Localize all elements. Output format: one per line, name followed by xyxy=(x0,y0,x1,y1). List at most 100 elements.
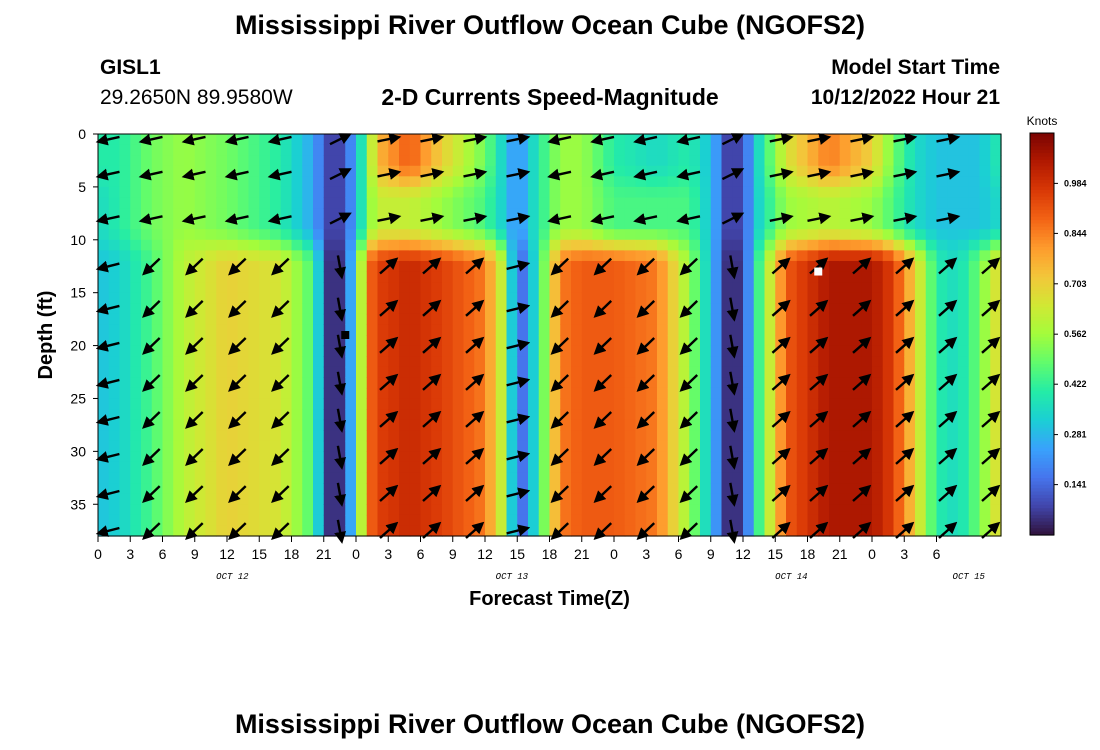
colorbar-segment xyxy=(1030,481,1054,486)
heatmap-cell xyxy=(764,239,776,251)
heatmap-cell xyxy=(689,186,701,199)
heatmap-cell xyxy=(624,356,637,368)
heatmap-cell xyxy=(603,324,615,336)
heatmap-cell xyxy=(796,451,809,463)
heatmap-cell xyxy=(313,282,325,294)
heatmap-cell xyxy=(646,387,658,400)
heatmap-cell xyxy=(603,208,615,220)
heatmap-cell xyxy=(485,409,497,421)
heatmap-cell xyxy=(538,229,551,241)
heatmap-cell xyxy=(657,271,669,283)
heatmap-cell xyxy=(667,165,680,177)
current-vector-arrow xyxy=(981,484,1001,502)
heatmap-cell xyxy=(915,324,927,336)
heatmap-cell xyxy=(614,165,626,177)
heatmap-cell xyxy=(592,208,604,220)
heatmap-cell xyxy=(452,134,465,146)
heatmap-cell xyxy=(743,356,755,368)
heatmap-cell xyxy=(592,176,604,188)
heatmap-cell xyxy=(753,250,766,262)
heatmap-cell xyxy=(968,483,981,495)
heatmap-cell xyxy=(108,525,121,537)
heatmap-cell xyxy=(130,472,142,484)
heatmap-cell xyxy=(603,292,615,304)
heatmap-cell xyxy=(796,440,809,452)
heatmap-cell xyxy=(721,155,733,167)
heatmap-cell xyxy=(538,366,551,378)
heatmap-cell xyxy=(775,176,787,188)
heatmap-cell xyxy=(270,239,282,251)
heatmap-cell xyxy=(764,176,776,188)
heatmap-cell xyxy=(528,229,540,241)
heatmap-cell xyxy=(130,134,142,146)
heatmap-cell xyxy=(936,176,948,188)
heatmap-cell xyxy=(506,483,518,495)
heatmap-cell xyxy=(98,186,110,199)
heatmap-cell xyxy=(861,229,873,241)
heatmap-cell xyxy=(743,409,755,421)
heatmap-cell xyxy=(259,186,271,199)
heatmap-cell xyxy=(431,250,443,262)
heatmap-cell xyxy=(818,324,830,336)
current-vector-arrow xyxy=(679,337,699,355)
heatmap-cell xyxy=(173,504,185,516)
current-vector-arrow xyxy=(850,212,875,225)
heatmap-cell xyxy=(829,186,841,199)
heatmap-cell xyxy=(667,271,680,283)
heatmap-cell xyxy=(248,356,260,368)
heatmap-cell xyxy=(227,409,239,421)
heatmap-cell xyxy=(270,229,282,241)
heatmap-cell xyxy=(710,472,723,484)
heatmap-cell xyxy=(796,239,809,251)
colorbar-segment xyxy=(1030,270,1054,275)
heatmap-cell xyxy=(786,472,798,484)
heatmap-cell xyxy=(495,387,508,400)
heatmap-cell xyxy=(377,155,389,167)
heatmap-cell xyxy=(399,483,411,495)
heatmap-cell xyxy=(721,398,733,410)
heatmap-cell xyxy=(657,165,669,177)
heatmap-cell xyxy=(603,313,615,326)
heatmap-cell xyxy=(581,387,594,400)
heatmap-cell xyxy=(409,324,422,336)
heatmap-cell xyxy=(259,282,271,294)
heatmap-cell xyxy=(839,239,852,251)
heatmap-cell xyxy=(646,208,658,220)
heatmap-cell xyxy=(452,239,465,251)
heatmap-cell xyxy=(904,250,916,262)
heatmap-cell xyxy=(452,303,465,315)
current-vector-arrow xyxy=(506,413,531,426)
current-vector-arrow xyxy=(895,484,915,502)
heatmap-cell xyxy=(721,324,733,336)
heatmap-cell xyxy=(861,356,873,368)
heatmap-cell xyxy=(409,461,422,474)
heatmap-cell xyxy=(506,292,518,304)
heatmap-cell xyxy=(689,134,701,146)
heatmap-cell xyxy=(958,387,970,400)
heatmap-cell xyxy=(495,324,508,336)
heatmap-cell xyxy=(624,440,637,452)
heatmap-cell xyxy=(560,239,572,251)
current-vector-arrow xyxy=(271,300,290,318)
x-tick-label: 15 xyxy=(509,546,525,562)
heatmap-cell xyxy=(528,451,540,463)
heatmap-cell xyxy=(259,356,271,368)
colorbar-segment xyxy=(1030,256,1054,261)
colorbar-segment xyxy=(1030,287,1054,292)
heatmap-cell xyxy=(162,514,174,527)
heatmap-cell xyxy=(807,324,819,336)
heatmap-cell xyxy=(313,377,325,389)
heatmap-cell xyxy=(872,239,884,251)
heatmap-cell xyxy=(743,176,755,188)
heatmap-cell xyxy=(506,493,518,505)
current-vector-arrow xyxy=(593,448,613,466)
heatmap-cell xyxy=(173,134,185,146)
heatmap-cell xyxy=(151,461,164,474)
heatmap-cell xyxy=(313,144,325,156)
colorbar-segment xyxy=(1030,471,1054,476)
heatmap-cell xyxy=(345,440,357,452)
colorbar-segment xyxy=(1030,179,1054,184)
heatmap-cell xyxy=(882,472,895,484)
current-vector-arrow xyxy=(590,168,615,181)
